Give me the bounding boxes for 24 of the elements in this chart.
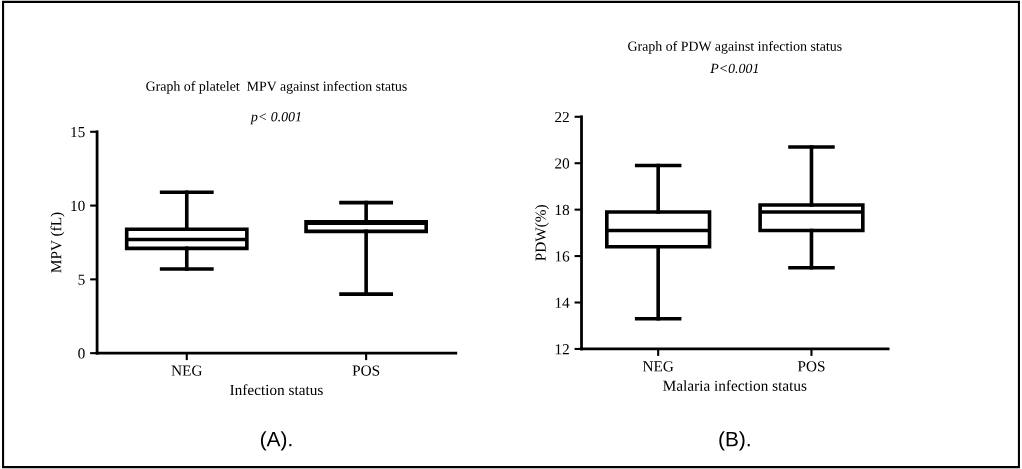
x-tick-label: POS	[797, 361, 825, 372]
y-tick-label: 16	[555, 251, 570, 262]
x-tick-label: POS	[352, 365, 380, 376]
y-axis-title: PDW(%)	[535, 205, 549, 261]
x-axis-title: Infection status	[230, 384, 323, 396]
chart-title: Graph of platelet MPV against infection status	[146, 80, 407, 94]
chart-title: Graph of PDW against infection status	[628, 40, 842, 54]
x-tick-label: NEG	[171, 365, 202, 376]
y-tick-label: 5	[78, 274, 85, 285]
x-axis-title: Malaria infection status	[663, 380, 807, 391]
y-tick-label: 0	[78, 348, 85, 359]
x-tick-label: NEG	[642, 361, 674, 372]
text: (A).	[260, 431, 292, 451]
y-axis-title: MPV (fL)	[50, 212, 65, 273]
y-tick-label: 14	[555, 297, 570, 308]
text: (B).	[719, 431, 750, 451]
chart-subtitle: P<0.001	[710, 63, 758, 74]
y-tick-label: 10	[71, 200, 85, 212]
y-tick-label: 20	[555, 158, 570, 169]
y-tick-label: 22	[555, 111, 569, 123]
y-tick-label: 15	[71, 127, 85, 138]
chart-subtitle: p< 0.001	[250, 112, 301, 125]
y-tick-label: 18	[555, 204, 570, 216]
y-tick-label: 12	[555, 344, 569, 355]
